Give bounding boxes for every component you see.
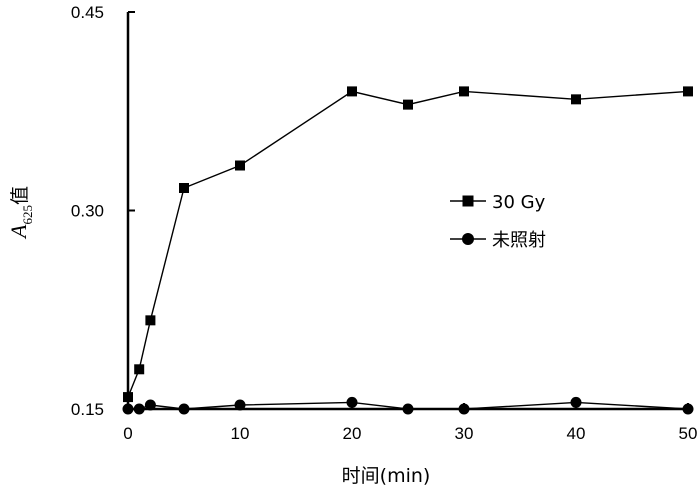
x-tick-label: 0 [123,424,132,443]
data-point [570,396,582,408]
data-point [458,403,470,415]
data-point [134,364,145,375]
data-point [682,403,694,415]
data-point [683,86,693,97]
legend-marker [462,233,474,245]
y-tick-label: 0.15 [71,400,104,419]
axes: 0 10 20 30 40 50 0.15 0.30 0.45 [71,3,698,443]
legend-label: 30 Gy [492,192,546,213]
legend-entry: 30 Gy [450,192,546,213]
data-point [402,403,414,415]
legend: 30 Gy 未照射 [450,192,546,251]
data-point [571,94,581,105]
data-point [459,86,469,97]
data-point [346,396,358,408]
data-point [122,403,134,415]
y-tick-label: 0.45 [71,3,104,22]
data-point [235,160,245,171]
y-axis-title: A625值 [6,186,35,240]
data-point [179,183,189,194]
y-tick-label: 0.30 [71,202,104,221]
data-point [133,403,145,415]
series-1 [122,396,694,415]
data-point [144,399,156,411]
y-axis-title-subscript: 625 [20,205,35,225]
data-point [347,86,357,97]
data-point [178,403,190,415]
legend-label: 未照射 [492,230,546,251]
x-tick-label: 50 [679,424,698,443]
x-tick-label: 30 [455,424,474,443]
x-tick-label: 40 [567,424,586,443]
series-0 [123,86,693,403]
series-line [128,401,689,410]
series-line [127,90,689,398]
y-axis-title-symbol: A [6,224,31,240]
data-point [123,392,133,403]
x-tick-label: 20 [343,424,362,443]
data-point [234,399,246,411]
data-point [145,315,156,326]
legend-entry: 未照射 [450,230,546,251]
data-point [403,99,413,110]
y-axis-title-suffix: 值 [9,186,31,205]
series-layer [122,86,694,415]
x-axis-title: 时间(min) [342,465,431,487]
x-tick-label: 10 [231,424,250,443]
legend-marker [462,195,474,207]
